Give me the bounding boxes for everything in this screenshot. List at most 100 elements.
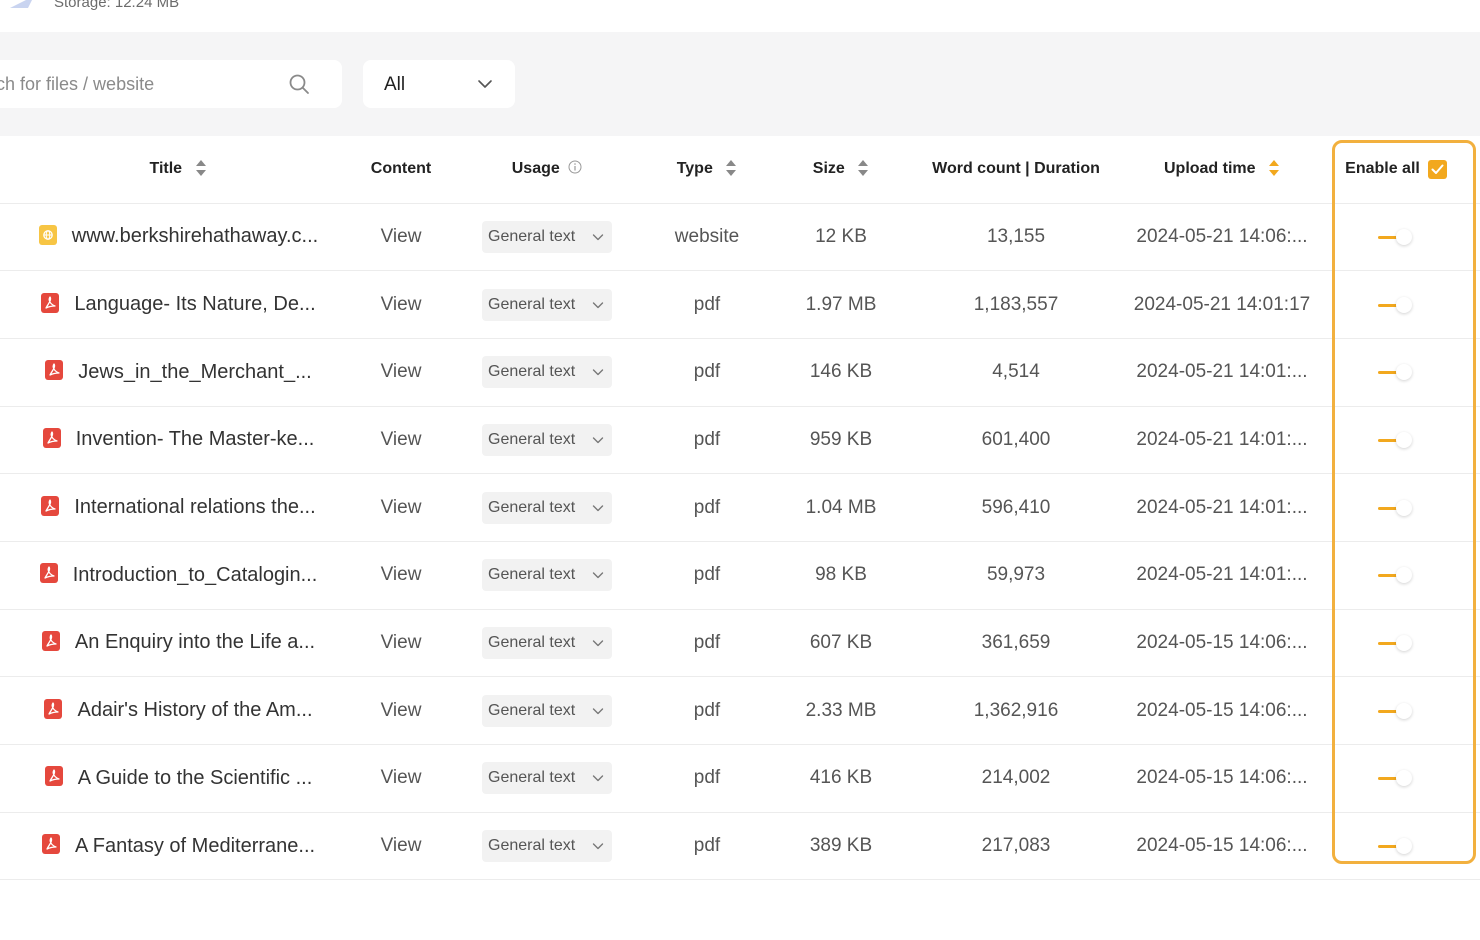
usage-cell: General text	[462, 473, 632, 542]
usage-select[interactable]: General text	[482, 356, 612, 389]
header-size[interactable]: Size	[782, 136, 900, 204]
content-cell: View	[340, 473, 462, 542]
enable-toggle[interactable]	[1376, 633, 1416, 653]
search-icon[interactable]	[288, 73, 310, 95]
enable-all-control[interactable]: Enable all	[1345, 159, 1447, 179]
enable-toggle[interactable]	[1376, 565, 1416, 585]
sort-icon[interactable]	[857, 159, 869, 177]
usage-value: General text	[488, 295, 576, 313]
title-cell[interactable]: A Guide to the Scientific ...	[0, 744, 340, 813]
title-cell[interactable]: International relations the...	[0, 473, 340, 542]
title-cell[interactable]: www.berkshirehathaway.c...	[0, 203, 340, 272]
usage-select[interactable]: General text	[482, 626, 612, 659]
title-cell[interactable]: A Fantasy of Mediterrane...	[0, 812, 340, 881]
header-word-count-label: Word count | Duration	[932, 160, 1100, 178]
upload-time: 2024-05-15 14:06:...	[1136, 631, 1308, 653]
word-count-cell: 214,002	[900, 744, 1132, 813]
usage-select[interactable]: General text	[482, 830, 612, 863]
enable-cell	[1312, 609, 1480, 678]
view-content-link[interactable]: View	[380, 835, 422, 857]
file-type: pdf	[693, 428, 721, 450]
enable-toggle[interactable]	[1376, 701, 1416, 721]
pdf-icon	[41, 495, 60, 516]
usage-select[interactable]: General text	[482, 491, 612, 524]
file-title[interactable]: International relations the...	[74, 496, 316, 519]
header-word-count: Word count | Duration	[900, 136, 1132, 204]
file-title[interactable]: www.berkshirehathaway.c...	[71, 225, 319, 248]
size-cell: 146 KB	[782, 338, 900, 407]
sort-icon[interactable]	[1268, 159, 1280, 177]
upload-time-cell: 2024-05-15 14:06:...	[1132, 676, 1312, 745]
info-icon[interactable]	[568, 160, 582, 174]
view-content-link[interactable]: View	[380, 767, 422, 789]
file-type: pdf	[693, 293, 721, 315]
upload-time-cell: 2024-05-15 14:06:...	[1132, 609, 1312, 678]
file-title[interactable]: Adair's History of the Am...	[77, 699, 313, 722]
usage-select[interactable]: General text	[482, 559, 612, 592]
toggle-track	[1378, 371, 1398, 375]
title-cell[interactable]: Adair's History of the Am...	[0, 676, 340, 745]
header-type[interactable]: Type	[632, 136, 782, 204]
toggle-knob	[1396, 702, 1412, 719]
usage-select[interactable]: General text	[482, 288, 612, 321]
chevron-down-icon	[478, 80, 492, 88]
type-filter-select[interactable]: All	[363, 60, 515, 108]
table-row[interactable]: Invention- The Master-ke... View General…	[0, 406, 1480, 475]
sort-icon[interactable]	[195, 159, 207, 177]
title-cell[interactable]: An Enquiry into the Life a...	[0, 609, 340, 678]
header-title[interactable]: Title	[0, 136, 340, 204]
file-title[interactable]: A Fantasy of Mediterrane...	[74, 834, 316, 857]
enable-toggle[interactable]	[1376, 430, 1416, 450]
view-content-link[interactable]: View	[380, 564, 422, 586]
file-type: pdf	[693, 496, 721, 518]
file-size: 146 KB	[809, 361, 873, 383]
view-content-link[interactable]: View	[380, 631, 422, 653]
enable-toggle[interactable]	[1376, 836, 1416, 856]
usage-select[interactable]: General text	[482, 762, 612, 795]
sort-icon[interactable]	[725, 159, 737, 177]
enable-toggle[interactable]	[1376, 227, 1416, 247]
usage-select[interactable]: General text	[482, 423, 612, 456]
table-row[interactable]: www.berkshirehathaway.c... View General …	[0, 203, 1480, 272]
table-row[interactable]: An Enquiry into the Life a... View Gener…	[0, 609, 1480, 678]
enable-all-checkbox[interactable]	[1427, 159, 1447, 179]
enable-toggle[interactable]	[1376, 362, 1416, 382]
title-cell[interactable]: Invention- The Master-ke...	[0, 406, 340, 475]
file-title[interactable]: Language- Its Nature, De...	[74, 293, 316, 316]
file-title[interactable]: Invention- The Master-ke...	[75, 428, 315, 451]
view-content-link[interactable]: View	[380, 428, 422, 450]
word-count: 1,362,916	[973, 699, 1059, 721]
view-content-link[interactable]: View	[380, 225, 422, 247]
view-content-link[interactable]: View	[380, 361, 422, 383]
table-row[interactable]: Introduction_to_Catalogin... View Genera…	[0, 541, 1480, 610]
content-cell: View	[340, 812, 462, 881]
view-content-link[interactable]: View	[380, 293, 422, 315]
enable-toggle[interactable]	[1376, 498, 1416, 518]
file-title[interactable]: Introduction_to_Catalogin...	[72, 563, 318, 586]
size-cell: 416 KB	[782, 744, 900, 813]
view-content-link[interactable]: View	[380, 699, 422, 721]
file-type: website	[674, 225, 740, 247]
title-cell[interactable]: Introduction_to_Catalogin...	[0, 541, 340, 610]
table-row[interactable]: Jews_in_the_Merchant_... View General te…	[0, 338, 1480, 407]
table-row[interactable]: A Guide to the Scientific ... View Gener…	[0, 744, 1480, 813]
table-row[interactable]: International relations the... View Gene…	[0, 473, 1480, 542]
enable-toggle[interactable]	[1376, 295, 1416, 315]
table-row[interactable]: A Fantasy of Mediterrane... View General…	[0, 812, 1480, 881]
view-content-link[interactable]: View	[380, 496, 422, 518]
header-upload-time[interactable]: Upload time	[1132, 136, 1312, 204]
search-box[interactable]	[0, 60, 342, 108]
usage-select[interactable]: General text	[482, 694, 612, 727]
enable-toggle[interactable]	[1376, 768, 1416, 788]
table-row[interactable]: Language- Its Nature, De... View General…	[0, 270, 1480, 339]
title-cell[interactable]: Language- Its Nature, De...	[0, 270, 340, 339]
file-title[interactable]: Jews_in_the_Merchant_...	[78, 360, 312, 383]
usage-select[interactable]: General text	[482, 220, 612, 253]
table-row[interactable]: Adair's History of the Am... View Genera…	[0, 676, 1480, 745]
search-input[interactable]	[0, 60, 280, 108]
pdf-icon	[39, 563, 58, 584]
file-title[interactable]: An Enquiry into the Life a...	[74, 631, 316, 654]
file-title[interactable]: A Guide to the Scientific ...	[77, 766, 313, 789]
title-cell[interactable]: Jews_in_the_Merchant_...	[0, 338, 340, 407]
usage-value: General text	[488, 566, 576, 584]
